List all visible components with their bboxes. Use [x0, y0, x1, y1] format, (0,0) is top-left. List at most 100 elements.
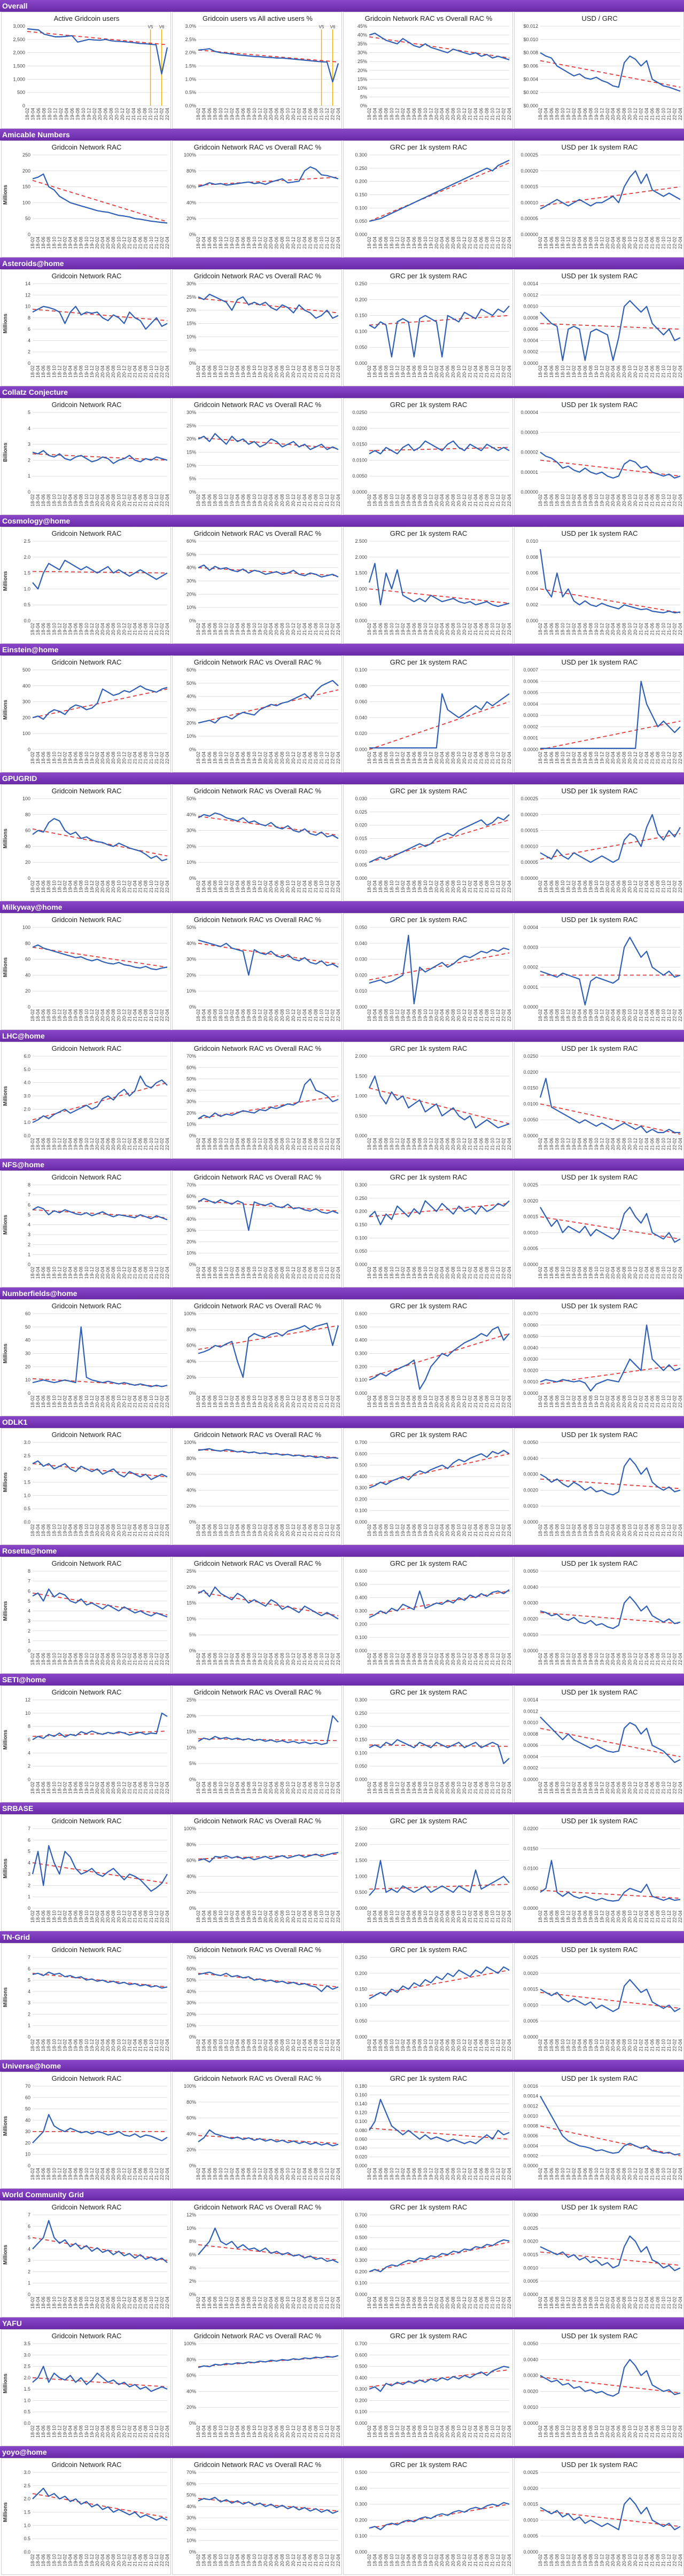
- x-tick-label: 20-06: [274, 1910, 279, 1923]
- x-tick-label: 19-02: [400, 1138, 406, 1150]
- y-tick-label: 0: [28, 747, 30, 752]
- x-tick-label: 18-04: [201, 237, 206, 249]
- x-tick-label: 22-04: [165, 1009, 170, 1021]
- y-tick-label: 0.0010: [523, 2405, 538, 2410]
- y-tick-label: 0.0150: [523, 1086, 538, 1091]
- x-tick-label: 18-04: [35, 1267, 41, 1279]
- x-tick-label: 21-10: [490, 1138, 495, 1150]
- line-chart: GRC per 1k system RAC0.0000.0050.0100.01…: [355, 787, 512, 893]
- x-tick-label: 18-08: [212, 1138, 217, 1150]
- x-tick-label: 19-06: [73, 752, 79, 764]
- x-tick-label: 20-04: [610, 2168, 616, 2180]
- y-tick-label: 0%: [189, 1777, 196, 1782]
- y-tick-label: 0.0006: [523, 326, 538, 332]
- x-tick-label: 21-02: [127, 1395, 132, 1408]
- x-tick-label: 18-04: [372, 494, 377, 506]
- x-tick-label: 18-02: [538, 2039, 543, 2051]
- x-tick-label: 18-06: [207, 2554, 212, 2566]
- x-tick-label: 19-12: [89, 494, 95, 506]
- x-tick-label: 19-04: [577, 623, 582, 635]
- y-tick-label: 25%: [186, 1697, 196, 1703]
- y-tick-label: 40%: [186, 1989, 196, 1994]
- x-tick-label: 21-04: [473, 365, 478, 378]
- x-tick-label: 18-02: [196, 1524, 201, 1536]
- x-tick-label: 20-02: [434, 1138, 439, 1150]
- trend-line: [540, 588, 681, 613]
- y-tick-label: 0.300: [355, 1697, 367, 1703]
- chart-panel: Gridcoin Network RAC vs Overall RAC % 0% 2…: [172, 1428, 342, 1545]
- x-tick-label: 19-02: [58, 108, 64, 120]
- chart-title: USD per 1k system RAC: [561, 787, 638, 795]
- line-chart: Gridcoin Network RACMillions01234567818-…: [3, 1559, 170, 1665]
- y-tick-label: 4: [28, 1750, 30, 1755]
- x-tick-label: 21-12: [666, 494, 672, 506]
- x-tick-label: 19-10: [252, 2039, 257, 2051]
- x-tick-label: 19-04: [406, 494, 411, 506]
- line-chart: GRC per 1k system RAC0.0000.0200.0400.06…: [355, 2074, 512, 2180]
- y-tick-label: 150: [22, 184, 30, 190]
- x-tick-label: 22-04: [507, 880, 512, 893]
- x-tick-label: 20-04: [439, 1009, 445, 1021]
- x-tick-label: 18-10: [218, 494, 223, 506]
- x-tick-label: 21-10: [661, 880, 666, 893]
- y-tick-label: 0.150: [355, 192, 367, 198]
- y-tick-label: 0.00015: [520, 184, 538, 190]
- x-tick-label: 19-12: [257, 2425, 262, 2438]
- x-tick-label: 21-10: [149, 2297, 154, 2309]
- x-tick-label: 21-02: [297, 1524, 302, 1536]
- series-line: [32, 1845, 168, 1892]
- x-tick-label: 18-12: [565, 1653, 571, 1665]
- x-tick-label: 19-02: [229, 1782, 235, 1794]
- chart-panel: Gridcoin Network RAC vs Overall RAC % 0% 1…: [172, 655, 342, 772]
- x-tick-label: 18-02: [367, 2039, 372, 2051]
- x-tick-label: 21-12: [495, 880, 501, 893]
- y-tick-label: 15%: [357, 76, 367, 82]
- x-tick-label: 22-02: [159, 2168, 165, 2180]
- x-tick-label: 20-08: [279, 880, 285, 893]
- x-tick-label: 20-02: [263, 1009, 268, 1021]
- x-tick-label: 18-06: [41, 1395, 46, 1408]
- x-tick-label: 18-12: [223, 494, 229, 506]
- y-tick-label: 20%: [186, 2526, 196, 2532]
- x-tick-label: 20-04: [100, 237, 105, 249]
- chart-panel: GRC per 1k system RAC 0.000 0.500 1.000 1.50…: [343, 527, 513, 644]
- x-tick-label: 19-06: [411, 2168, 417, 2180]
- x-tick-label: 19-08: [417, 2297, 422, 2309]
- y-tick-label: 0.000: [355, 747, 367, 752]
- y-tick-label: 1,500: [13, 64, 25, 69]
- x-tick-label: 20-02: [95, 2425, 100, 2438]
- x-tick-label: 20-08: [450, 2425, 456, 2438]
- x-tick-label: 20-08: [450, 365, 456, 378]
- x-tick-label: 20-10: [456, 1395, 462, 1408]
- x-tick-label: 21-02: [468, 108, 473, 120]
- chart-title: GRC per 1k system RAC: [390, 2332, 467, 2340]
- x-tick-label: 21-12: [324, 1910, 330, 1923]
- x-tick-label: 19-08: [417, 623, 422, 635]
- x-tick-label: 21-12: [324, 237, 330, 249]
- x-tick-label: 20-10: [285, 1524, 291, 1536]
- y-tick-label: 0%: [189, 1004, 196, 1010]
- x-tick-label: 20-04: [100, 1653, 105, 1665]
- x-tick-label: 18-10: [47, 108, 52, 120]
- x-tick-label: 21-06: [479, 1782, 484, 1794]
- x-tick-label: 21-10: [149, 1267, 154, 1279]
- x-tick-label: 19-12: [428, 237, 433, 249]
- x-tick-label: 22-04: [678, 1910, 683, 1923]
- x-tick-label: 20-08: [621, 237, 627, 249]
- x-tick-label: 19-02: [229, 880, 235, 893]
- x-tick-label: 21-08: [313, 1653, 318, 1665]
- y-tick-label: 0: [28, 232, 30, 237]
- y-tick-label: 8: [28, 1724, 30, 1729]
- x-tick-label: 21-12: [495, 623, 501, 635]
- x-tick-label: 19-12: [257, 1910, 262, 1923]
- x-tick-label: 18-10: [560, 1910, 565, 1923]
- x-tick-label: 19-10: [84, 1138, 89, 1150]
- x-tick-label: 18-10: [218, 2554, 223, 2566]
- x-tick-label: 18-02: [538, 880, 543, 893]
- x-tick-label: 21-04: [302, 1267, 307, 1279]
- x-tick-label: 18-12: [223, 623, 229, 635]
- chart-title: GRC per 1k system RAC: [390, 1173, 467, 1181]
- y-tick-label: 0.030: [355, 957, 367, 962]
- y-tick-label: 40%: [186, 1487, 196, 1493]
- x-tick-label: 20-12: [291, 1782, 296, 1794]
